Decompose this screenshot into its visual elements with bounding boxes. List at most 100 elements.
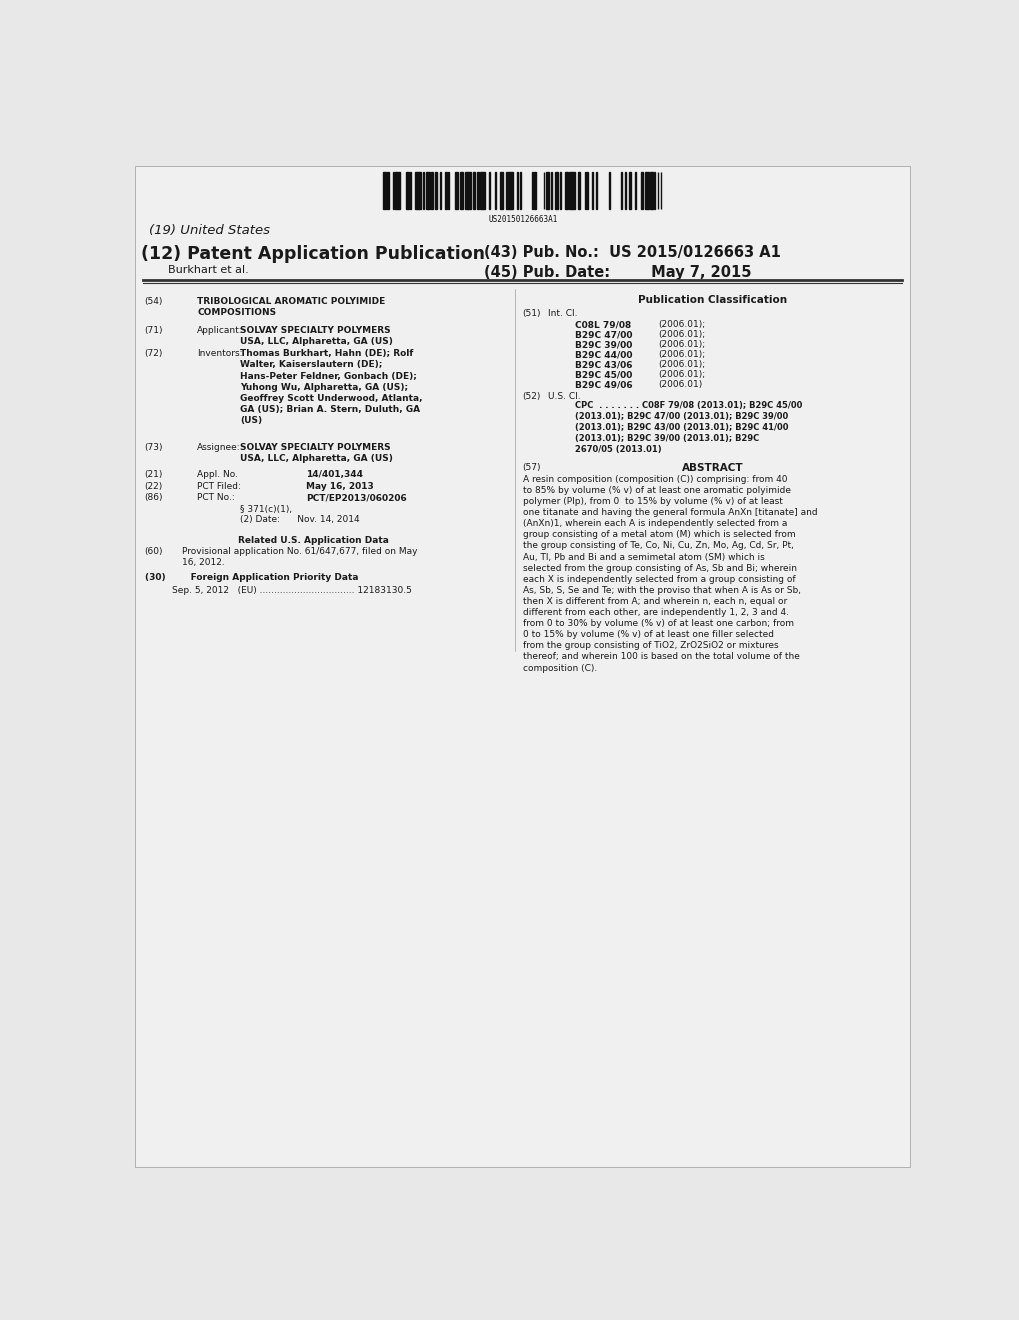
Text: (22): (22) — [145, 482, 163, 491]
Text: May 16, 2013: May 16, 2013 — [306, 482, 373, 491]
Text: (2006.01);: (2006.01); — [657, 360, 705, 370]
Bar — [419, 172, 421, 209]
Text: SOLVAY SPECIALTY POLYMERS
USA, LLC, Alpharetta, GA (US): SOLVAY SPECIALTY POLYMERS USA, LLC, Alph… — [239, 326, 392, 346]
Bar — [559, 172, 560, 209]
Text: (19) United States: (19) United States — [149, 224, 270, 236]
Text: (52): (52) — [522, 392, 541, 401]
Text: B29C 45/00: B29C 45/00 — [575, 370, 632, 379]
Bar — [645, 172, 648, 209]
Bar — [445, 172, 446, 209]
Bar — [488, 172, 490, 209]
Text: B29C 39/00: B29C 39/00 — [575, 341, 632, 348]
Text: PCT/EP2013/060206: PCT/EP2013/060206 — [306, 494, 407, 503]
Text: B29C 44/00: B29C 44/00 — [575, 350, 633, 359]
Text: Related U.S. Application Data: Related U.S. Application Data — [237, 536, 388, 545]
Text: (2006.01);: (2006.01); — [657, 341, 705, 348]
Text: CPC  . . . . . . . C08F 79/08 (2013.01); B29C 45/00
(2013.01); B29C 47/00 (2013.: CPC . . . . . . . C08F 79/08 (2013.01); … — [575, 401, 802, 454]
Bar — [550, 172, 551, 209]
Text: (72): (72) — [145, 350, 163, 358]
Text: (51): (51) — [522, 309, 541, 318]
Text: U.S. Cl.: U.S. Cl. — [547, 392, 580, 401]
Bar — [566, 172, 568, 209]
Text: C08L 79/08: C08L 79/08 — [575, 321, 631, 329]
Bar — [519, 172, 521, 209]
Bar — [460, 172, 463, 209]
Text: (60): (60) — [145, 548, 163, 556]
Text: PCT No.:: PCT No.: — [197, 494, 234, 503]
Bar — [483, 172, 484, 209]
Text: (2) Date:      Nov. 14, 2014: (2) Date: Nov. 14, 2014 — [239, 515, 359, 524]
Bar — [653, 172, 654, 209]
Text: A resin composition (composition (C)) comprising: from 40
to 85% by volume (% v): A resin composition (composition (C)) co… — [522, 475, 816, 673]
Bar — [516, 172, 518, 209]
Bar — [406, 172, 409, 209]
Text: (30)        Foreign Application Priority Data: (30) Foreign Application Priority Data — [145, 573, 358, 582]
Bar — [477, 172, 478, 209]
Bar — [480, 172, 482, 209]
Text: (12) Patent Application Publication: (12) Patent Application Publication — [142, 244, 485, 263]
Text: (73): (73) — [145, 444, 163, 453]
Text: (2006.01);: (2006.01); — [657, 321, 705, 329]
Bar — [506, 172, 510, 209]
Bar — [465, 172, 466, 209]
Bar — [641, 172, 642, 209]
Text: SOLVAY SPECIALTY POLYMERS
USA, LLC, Alpharetta, GA (US): SOLVAY SPECIALTY POLYMERS USA, LLC, Alph… — [239, 444, 392, 463]
Bar — [595, 172, 596, 209]
Text: B29C 47/00: B29C 47/00 — [575, 330, 633, 339]
Text: (2006.01): (2006.01) — [657, 380, 702, 389]
Text: (2006.01);: (2006.01); — [657, 370, 705, 379]
Text: PCT Filed:: PCT Filed: — [197, 482, 240, 491]
Text: (86): (86) — [145, 494, 163, 503]
Text: B29C 43/06: B29C 43/06 — [575, 360, 633, 370]
Bar — [569, 172, 572, 209]
Text: (71): (71) — [145, 326, 163, 335]
Text: Sep. 5, 2012   (EU) ................................. 12183130.5: Sep. 5, 2012 (EU) ......................… — [171, 586, 411, 595]
Bar — [454, 172, 458, 209]
Text: Assignee:: Assignee: — [197, 444, 240, 453]
Bar — [545, 172, 548, 209]
Text: Burkhart et al.: Burkhart et al. — [168, 264, 249, 275]
Text: Int. Cl.: Int. Cl. — [547, 309, 577, 318]
Text: Provisional application No. 61/647,677, filed on May
16, 2012.: Provisional application No. 61/647,677, … — [181, 548, 417, 568]
Text: Inventors:: Inventors: — [197, 350, 243, 358]
Text: TRIBOLOGICAL AROMATIC POLYIMIDE
COMPOSITIONS: TRIBOLOGICAL AROMATIC POLYIMIDE COMPOSIT… — [197, 297, 385, 317]
Bar — [533, 172, 535, 209]
Bar — [577, 172, 579, 209]
Bar — [392, 172, 393, 209]
Bar — [383, 172, 386, 209]
Bar — [387, 172, 388, 209]
Bar — [417, 172, 419, 209]
Text: (45) Pub. Date:        May 7, 2015: (45) Pub. Date: May 7, 2015 — [484, 264, 751, 280]
Text: (54): (54) — [145, 297, 163, 306]
Bar — [499, 172, 503, 209]
Text: B29C 49/06: B29C 49/06 — [575, 380, 633, 389]
Bar — [510, 172, 513, 209]
Bar — [554, 172, 557, 209]
Bar — [494, 172, 496, 209]
Text: (57): (57) — [522, 462, 541, 471]
Bar — [396, 172, 399, 209]
Text: (2006.01);: (2006.01); — [657, 350, 705, 359]
Text: 14/401,344: 14/401,344 — [306, 470, 363, 479]
Text: (21): (21) — [145, 470, 163, 479]
Bar — [468, 172, 471, 209]
Bar — [629, 172, 631, 209]
Text: Thomas Burkhart, Hahn (DE); Rolf
Walter, Kaiserslautern (DE);
Hans-Peter Feldner: Thomas Burkhart, Hahn (DE); Rolf Walter,… — [239, 350, 422, 425]
Text: Appl. No.: Appl. No. — [197, 470, 238, 479]
Text: (43) Pub. No.:  US 2015/0126663 A1: (43) Pub. No.: US 2015/0126663 A1 — [484, 244, 781, 260]
Bar — [427, 172, 429, 209]
Bar — [426, 172, 427, 209]
Bar — [435, 172, 437, 209]
Bar — [431, 172, 432, 209]
Text: § 371(c)(1),: § 371(c)(1), — [239, 506, 291, 513]
Text: Publication Classification: Publication Classification — [638, 296, 787, 305]
Bar — [394, 172, 396, 209]
Text: Applicant:: Applicant: — [197, 326, 243, 335]
Text: ABSTRACT: ABSTRACT — [681, 462, 743, 473]
Bar — [474, 172, 475, 209]
Text: US20150126663A1: US20150126663A1 — [487, 215, 557, 224]
Bar — [466, 172, 468, 209]
Bar — [422, 172, 424, 209]
Bar — [572, 172, 575, 209]
Bar — [415, 172, 416, 209]
